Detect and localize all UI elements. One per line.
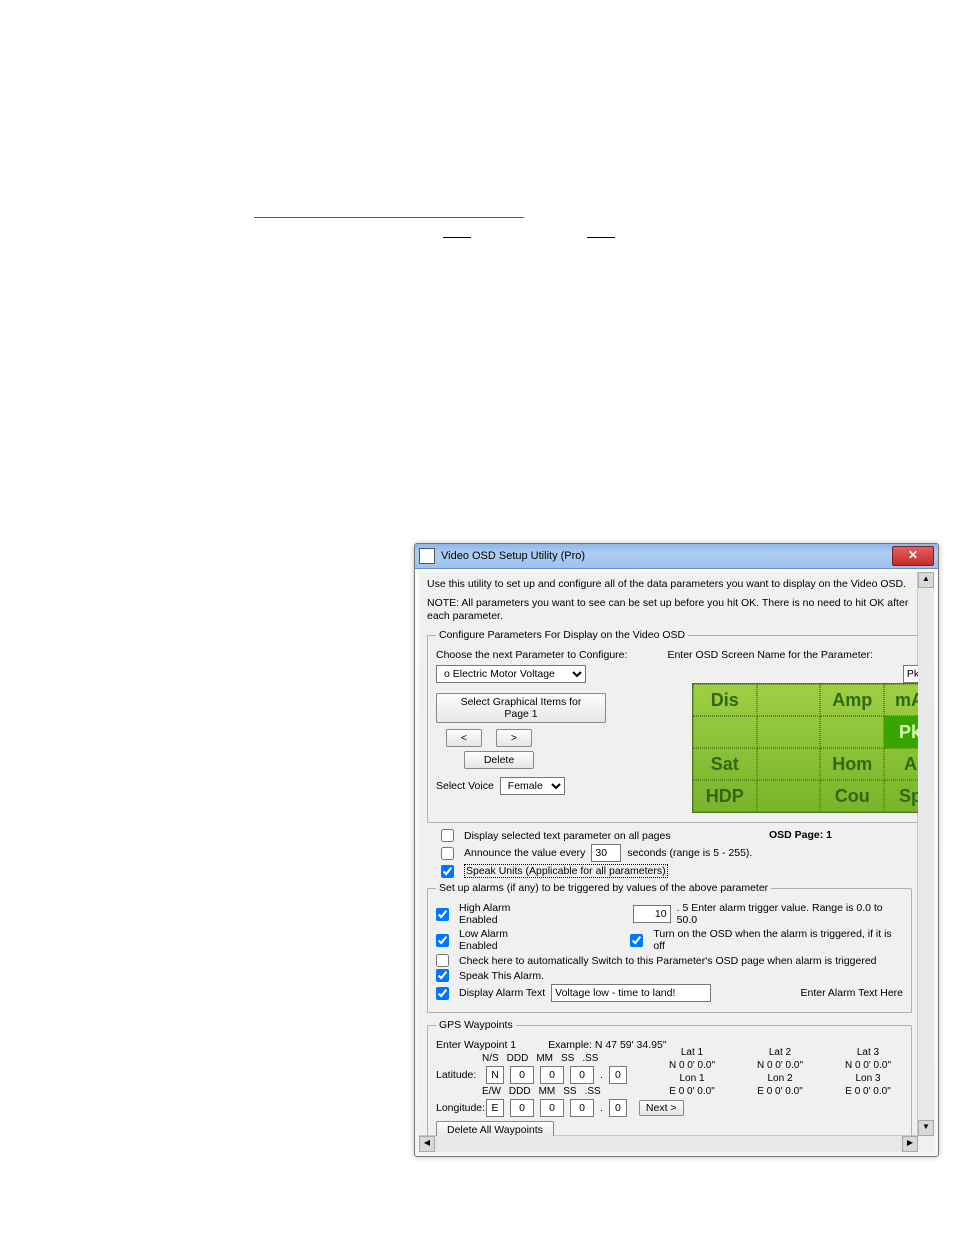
low-alarm-label: Low Alarm Enabled [459, 928, 548, 952]
turn-on-osd-checkbox[interactable] [630, 934, 643, 947]
alarm-text-hint: Enter Alarm Text Here [800, 987, 903, 999]
osd-cell-14[interactable]: Cou [820, 780, 884, 812]
announce-checkbox[interactable] [441, 847, 454, 860]
display-all-pages-checkbox[interactable] [441, 829, 454, 842]
osd-page-label: OSD Page: 1 [769, 829, 832, 841]
speak-alarm-checkbox[interactable] [436, 969, 449, 982]
high-alarm-checkbox[interactable] [436, 908, 449, 921]
lon-ew-input[interactable] [486, 1099, 504, 1117]
delete-button[interactable]: Delete [464, 751, 534, 769]
announce-label-pre: Announce the value every [464, 847, 585, 859]
lat-fss-input[interactable] [609, 1066, 627, 1084]
lon-mm-input[interactable] [540, 1099, 564, 1117]
window-title: Video OSD Setup Utility (Pro) [441, 550, 585, 562]
osd-cell-6[interactable] [820, 716, 884, 748]
prev-button[interactable]: < [446, 729, 482, 747]
osd-cell-7[interactable]: PkV [884, 716, 918, 748]
gps-summary: Lat 1 Lat 2 Lat 3 N 0 0' 0.0" N 0 0' 0.0… [653, 1047, 907, 1097]
speak-alarm-label: Speak This Alarm. [459, 970, 544, 982]
choose-param-label: Choose the next Parameter to Configure: [436, 649, 627, 661]
gps-enter-label: Enter Waypoint 1 [436, 1039, 516, 1051]
client-area: ▲ ▼ ◀ ▶ Use this utility to set up and c… [419, 572, 934, 1152]
app-window: Video OSD Setup Utility (Pro) ✕ ▲ ▼ ◀ ▶ … [414, 543, 939, 1157]
high-alarm-label: High Alarm Enabled [459, 902, 551, 926]
gps-groupbox: GPS Waypoints Enter Waypoint 1 Example: … [427, 1019, 912, 1136]
osd-cell-15[interactable]: Spd [884, 780, 918, 812]
lat-ss-input[interactable] [570, 1066, 594, 1084]
osd-cell-12[interactable]: HDP [693, 780, 757, 812]
osd-cell-1[interactable] [757, 684, 821, 716]
lon-ss-input[interactable] [570, 1099, 594, 1117]
lat-ns-input[interactable] [486, 1066, 504, 1084]
alarms-groupbox: Set up alarms (if any) to be triggered b… [427, 882, 912, 1013]
scroll-right-icon[interactable]: ▶ [902, 1136, 918, 1152]
voice-select[interactable]: Female [500, 777, 565, 795]
lat-mm-input[interactable] [540, 1066, 564, 1084]
close-button[interactable]: ✕ [892, 546, 934, 566]
scroll-down-icon[interactable]: ▼ [918, 1120, 934, 1136]
scroll-up-icon[interactable]: ▲ [918, 572, 934, 588]
speak-units-label: Speak Units (Applicable for all paramete… [464, 864, 668, 878]
osd-cell-13[interactable] [757, 780, 821, 812]
announce-label-post: seconds (range is 5 - 255). [627, 847, 752, 859]
osd-cell-5[interactable] [757, 716, 821, 748]
screen-name-input[interactable] [903, 665, 918, 683]
app-icon [419, 548, 435, 564]
osd-cell-8[interactable]: Sat [693, 748, 757, 780]
turn-on-osd-label: Turn on the OSD when the alarm is trigge… [653, 928, 903, 952]
configure-legend: Configure Parameters For Display on the … [436, 629, 688, 641]
osd-cell-10[interactable]: Hom [820, 748, 884, 780]
display-all-pages-label: Display selected text parameter on all p… [464, 830, 671, 842]
display-alarm-checkbox[interactable] [436, 987, 449, 1000]
screen-name-label: Enter OSD Screen Name for the Parameter: [667, 649, 872, 661]
auto-switch-checkbox[interactable] [436, 954, 449, 967]
doc-hyperlink-underline [254, 216, 524, 218]
configure-groupbox: Configure Parameters For Display on the … [427, 629, 918, 823]
content-pane: Use this utility to set up and configure… [419, 572, 918, 1136]
parameter-select[interactable]: o Electric Motor Voltage [436, 665, 586, 683]
lon-ddd-input[interactable] [510, 1099, 534, 1117]
osd-cell-9[interactable] [757, 748, 821, 780]
lon-fss-input[interactable] [609, 1099, 627, 1117]
osd-cell-3[interactable]: mAH [884, 684, 918, 716]
intro-line-2: NOTE: All parameters you want to see can… [427, 597, 912, 623]
osd-cell-11[interactable]: Alt [884, 748, 918, 780]
next-button[interactable]: > [496, 729, 532, 747]
osd-cell-0[interactable]: Dis [693, 684, 757, 716]
select-graphical-button[interactable]: Select Graphical Items for Page 1 [436, 693, 606, 723]
scroll-left-icon[interactable]: ◀ [419, 1136, 435, 1152]
osd-preview[interactable]: Dis AmpmAHPkV Sat HomAlt HDP CouSpd [692, 683, 918, 813]
osd-cell-2[interactable]: Amp [820, 684, 884, 716]
display-alarm-label: Display Alarm Text [459, 987, 545, 999]
alarms-legend: Set up alarms (if any) to be triggered b… [436, 882, 771, 894]
doc-underline-3 [587, 236, 615, 238]
intro-line-1: Use this utility to set up and configure… [427, 578, 912, 591]
low-alarm-checkbox[interactable] [436, 934, 449, 947]
speak-units-checkbox[interactable] [441, 865, 454, 878]
gps-example: Example: N 47 59' 34.95" [548, 1039, 666, 1051]
auto-switch-label: Check here to automatically Switch to th… [459, 955, 877, 967]
alarm-text-input[interactable] [551, 984, 711, 1002]
gps-legend: GPS Waypoints [436, 1019, 516, 1031]
voice-label: Select Voice [436, 780, 494, 792]
lat-ddd-input[interactable] [510, 1066, 534, 1084]
alarm-trigger-input[interactable] [633, 905, 671, 923]
doc-underline-2 [443, 236, 471, 238]
alarm-trigger-hint: . 5 Enter alarm trigger value. Range is … [677, 902, 903, 926]
vertical-scrollbar[interactable]: ▲ ▼ [917, 572, 934, 1136]
announce-interval-input[interactable] [591, 844, 621, 862]
titlebar: Video OSD Setup Utility (Pro) ✕ [415, 544, 938, 569]
latitude-label: Latitude: [436, 1069, 480, 1081]
delete-waypoints-button[interactable]: Delete All Waypoints [436, 1121, 554, 1136]
horizontal-scrollbar[interactable]: ◀ ▶ [419, 1135, 918, 1152]
longitude-label: Longitude: [436, 1102, 480, 1114]
osd-cell-4[interactable] [693, 716, 757, 748]
gps-next-button[interactable]: Next > [639, 1100, 684, 1116]
